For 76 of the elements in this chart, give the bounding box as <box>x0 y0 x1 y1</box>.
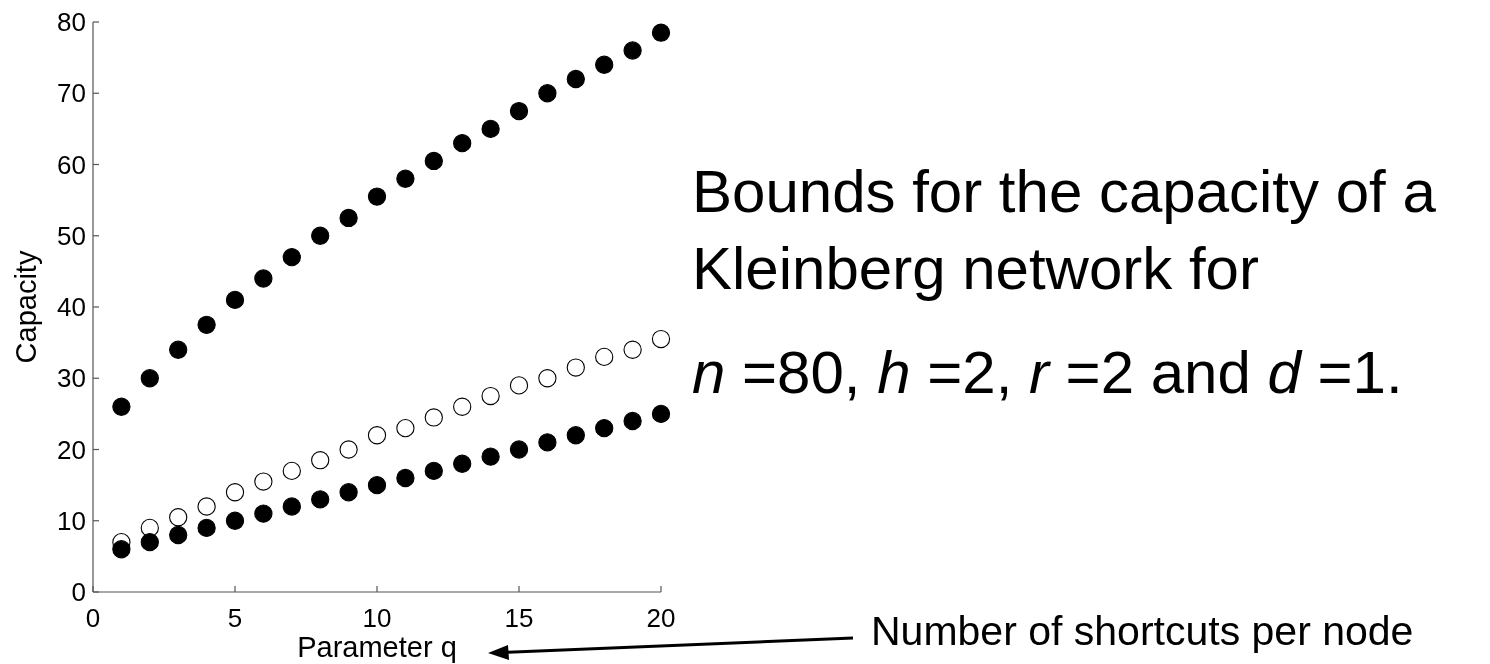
point <box>424 408 443 427</box>
point <box>566 426 585 445</box>
point <box>453 397 472 416</box>
point <box>566 358 585 377</box>
point <box>566 69 585 89</box>
point <box>140 369 159 388</box>
point <box>112 540 131 559</box>
point <box>367 426 387 445</box>
point <box>396 418 415 438</box>
y-tick-label: 10 <box>57 505 86 536</box>
point <box>311 490 330 509</box>
point <box>169 340 188 359</box>
point <box>254 504 273 523</box>
text: Number of shortcuts per node <box>871 608 1414 654</box>
point <box>623 41 642 60</box>
point <box>509 376 529 395</box>
y-tick-label: 70 <box>57 78 86 109</box>
point <box>282 247 301 267</box>
point <box>169 508 188 527</box>
point <box>282 461 301 481</box>
x-tick-label: 20 <box>646 603 676 633</box>
point <box>311 226 330 245</box>
point <box>651 329 671 349</box>
point <box>509 101 529 121</box>
point <box>538 433 557 452</box>
text: n =80, h =2, r =2 and d =1. <box>692 339 1403 406</box>
point <box>481 386 500 406</box>
point <box>225 483 245 502</box>
point <box>339 483 358 502</box>
y-tick-label: 0 <box>71 577 86 608</box>
y-tick-label: 60 <box>57 149 86 180</box>
point <box>339 440 358 459</box>
point <box>538 369 557 388</box>
point <box>453 454 472 473</box>
point <box>595 55 614 74</box>
point <box>396 468 415 488</box>
point <box>509 440 529 459</box>
point <box>112 397 131 416</box>
point <box>225 511 245 530</box>
point <box>595 347 614 367</box>
x-tick-label: 10 <box>362 603 392 633</box>
point <box>623 411 642 431</box>
x-axis-title: Parameter q <box>297 631 457 663</box>
x-tick-label: 5 <box>227 603 243 633</box>
point <box>311 451 330 470</box>
point <box>169 525 188 545</box>
y-axis-title: Capacity <box>10 250 42 364</box>
point <box>339 208 358 228</box>
point <box>197 497 216 516</box>
y-tick-label: 50 <box>57 220 86 251</box>
point <box>481 447 500 466</box>
point <box>481 119 500 139</box>
point <box>424 461 443 481</box>
point <box>197 315 216 334</box>
y-tick-label: 20 <box>57 434 86 465</box>
point <box>651 404 671 424</box>
text: Bounds for the capacity of a Kleinberg network for <box>692 158 1437 302</box>
point <box>282 497 301 516</box>
point <box>225 290 245 310</box>
y-tick-label: 40 <box>57 292 86 323</box>
point <box>140 532 159 552</box>
point <box>367 187 387 206</box>
point <box>424 151 443 171</box>
point <box>595 418 614 438</box>
y-tick-label: 30 <box>57 363 86 394</box>
point <box>254 269 273 288</box>
point <box>538 84 557 103</box>
point <box>651 23 671 42</box>
y-tick-label: 80 <box>57 7 86 38</box>
point <box>367 475 387 495</box>
point <box>396 169 415 188</box>
point <box>623 340 642 359</box>
x-tick-label: 15 <box>504 603 534 633</box>
point <box>453 133 472 153</box>
point <box>254 472 273 491</box>
point <box>197 518 216 538</box>
